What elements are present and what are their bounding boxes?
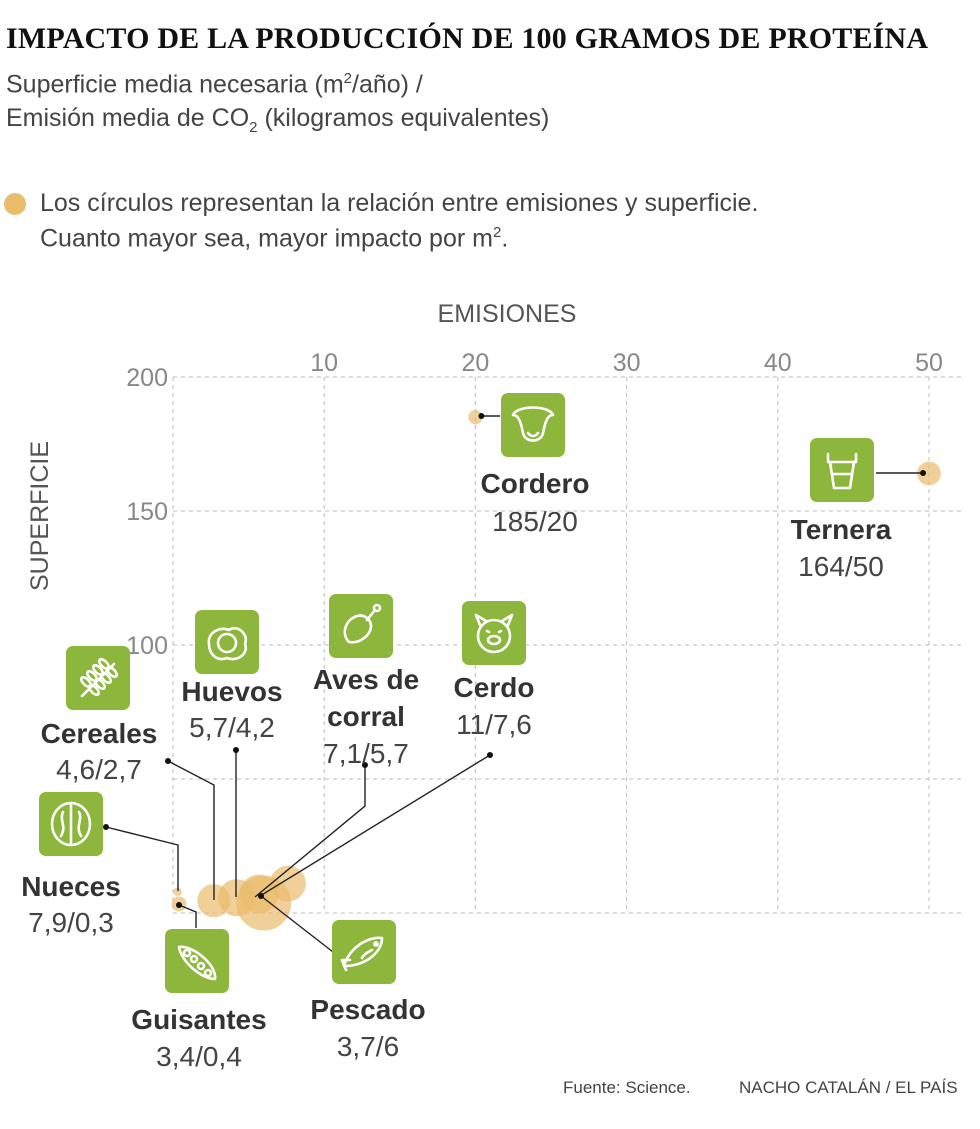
x-axis-label: EMISIONES [438,300,577,328]
point-name: Cordero [481,468,590,499]
bubbles [171,410,941,931]
credit-note: NACHO CATALÁN / EL PAÍS [739,1078,958,1097]
point-value: 11/7,6 [456,709,532,740]
point-name: Pescado [310,994,425,1025]
y-tick-label: 100 [126,632,168,660]
leader-line [178,904,197,928]
point-name: Cereales [41,718,158,749]
pig-icon [462,601,526,665]
leader-dot [176,902,182,908]
point-name: Ternera [791,514,892,545]
data-point [917,461,941,486]
leader-line [260,895,334,953]
sheep-icon [501,393,565,457]
pea-pod-icon [165,929,229,993]
data-point [197,884,231,918]
leader-dot [233,747,239,753]
subtitle-line-2: Emisión media de CO2 (kilogramos equival… [6,104,550,136]
leader-line [167,760,215,900]
leader-dot [103,824,109,830]
y-tick-label: 150 [126,498,168,526]
leader-line [254,765,366,898]
walnut-icon [39,792,103,856]
point-name: Cerdo [454,672,535,703]
point-value: 5,7/4,2 [189,712,275,743]
leader-dot [165,758,171,764]
point-value: 3,4/0,4 [156,1041,242,1072]
y-axis-label: SUPERFICIE [26,441,54,591]
x-tick-label: 10 [310,349,338,377]
point-name: corral [327,701,405,732]
leader-dot [920,470,926,476]
point-value: 3,7/6 [337,1031,399,1062]
data-point [173,887,182,897]
subtitle-line-1: Superficie media necesaria (m2/año) / [6,70,423,99]
data-point [269,865,306,902]
leader-dot [258,893,264,899]
x-tick-label: 30 [613,349,641,377]
wheat-icon [66,646,130,710]
data-point [468,410,483,425]
legend-line-2: Cuanto mayor sea, mayor impacto por m2. [40,224,509,253]
point-name: Aves de [313,664,419,695]
point-value: 4,6/2,7 [56,754,142,785]
chart-title: IMPACTO DE LA PRODUCCIÓN DE 100 GRAMOS D… [6,22,929,55]
point-value: 164/50 [798,551,884,582]
point-name: Huevos [181,676,282,707]
cow-icon [810,438,874,502]
leader-line [259,754,491,897]
leader-dot [478,413,485,419]
point-name: Nueces [21,871,121,902]
y-tick-label: 200 [126,364,168,392]
point-name: Guisantes [131,1004,266,1035]
legend-bubble-icon [4,193,26,215]
leader-line [105,826,179,891]
grid [172,376,962,914]
fish-icon [332,920,396,984]
point-value: 7,9/0,3 [28,907,114,938]
point-value: 7,1/5,7 [323,738,409,769]
point-value: 185/20 [492,506,578,537]
x-tick-label: 40 [764,349,792,377]
egg-icon [195,610,259,674]
x-tick-label: 20 [461,349,489,377]
chicken-leg-icon [329,594,393,658]
x-tick-label: 50 [915,349,943,377]
legend-line-1: Los círculos representan la relación ent… [40,189,759,217]
leader-dot [487,752,493,758]
leader-dot [362,762,368,768]
source-note: Fuente: Science. [563,1078,691,1097]
